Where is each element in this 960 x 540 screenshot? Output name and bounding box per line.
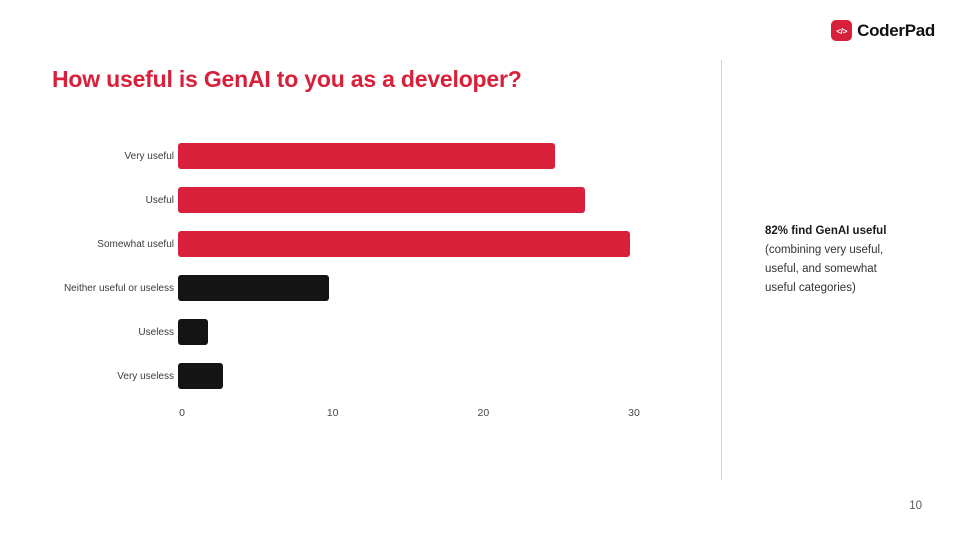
bar-track: [178, 143, 692, 169]
bar-label: Useless: [138, 326, 174, 338]
bar-row: Useful: [42, 187, 692, 213]
bar: [178, 143, 555, 169]
vertical-divider: [721, 60, 722, 480]
bar-label: Somewhat useful: [97, 238, 174, 250]
x-axis-ticks: 0 10 20 30: [179, 407, 692, 421]
annotation: 82% find GenAI useful (combining very us…: [765, 222, 897, 298]
bar-track: [178, 363, 692, 389]
bar-track: [178, 231, 692, 257]
page-title: How useful is GenAI to you as a develope…: [52, 66, 522, 92]
bar-rows: Very useful Useful Somewhat useful Neither …: [42, 143, 692, 389]
x-tick-label: 30: [628, 407, 640, 419]
bar: [178, 319, 209, 345]
annotation-rest: (combining very useful, useful, and some…: [765, 244, 884, 294]
bar-row: Somewhat useful: [42, 231, 692, 257]
bar: [178, 275, 329, 301]
bar-label: Very useless: [117, 370, 174, 382]
bar: [178, 363, 224, 389]
bar-label: Very useful: [124, 150, 174, 162]
bar-chart: Very useful Useful Somewhat useful Neither …: [42, 143, 692, 421]
coderpad-logo: </> CoderPad: [831, 20, 935, 41]
x-tick-label: 20: [477, 407, 490, 419]
bar-row: Useless: [42, 319, 692, 345]
bar-row: Neither useful or useless: [42, 275, 692, 301]
bar: [178, 187, 585, 213]
bar: [178, 231, 630, 257]
annotation-bold: 82% find GenAI useful: [765, 225, 887, 237]
bar-label: Neither useful or useless: [63, 282, 174, 294]
x-tick-label: 0: [179, 407, 185, 419]
code-slash-icon: </>: [831, 20, 853, 41]
bar-track: [178, 319, 692, 345]
bar-track: [178, 275, 692, 301]
x-tick-label: 10: [326, 407, 339, 419]
page-number: 10: [909, 500, 922, 512]
logo-text: CoderPad: [857, 20, 935, 40]
bar-row: Very useful: [42, 143, 692, 169]
bar-track: [178, 187, 692, 213]
bar-label: Useful: [145, 194, 174, 206]
bar-row: Very useless: [42, 363, 692, 389]
